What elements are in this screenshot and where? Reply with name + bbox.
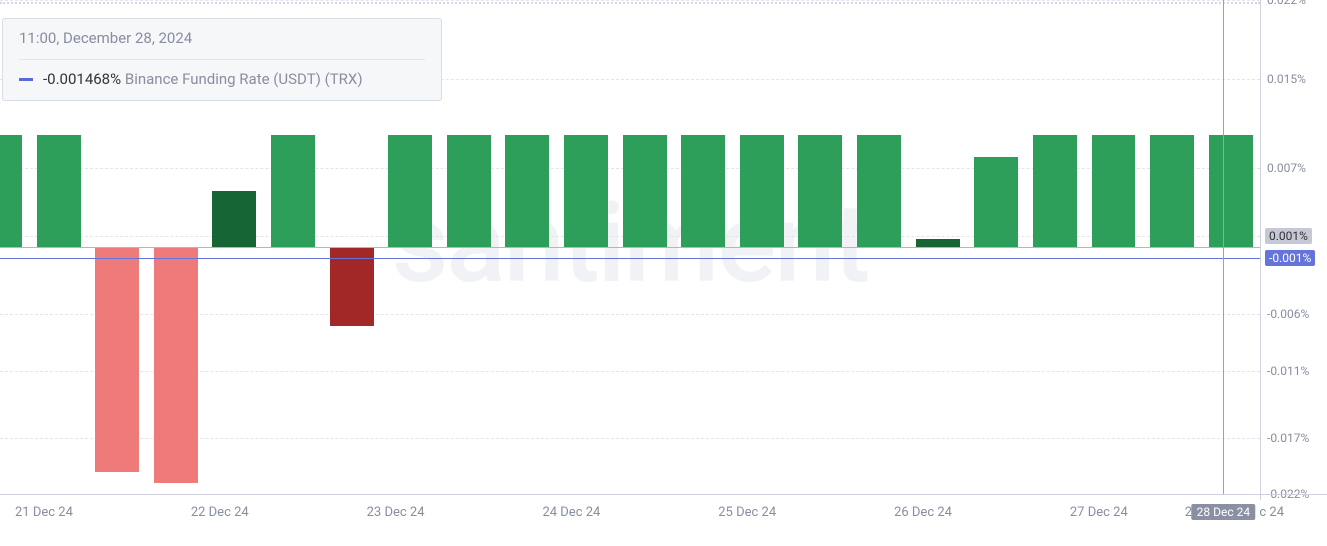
chart-bar[interactable] <box>740 135 784 247</box>
y-tick-label: -0.011% <box>1267 364 1309 378</box>
y-tick-label: -0.017% <box>1267 431 1309 445</box>
x-tick-label: 27 Dec 24 <box>1070 505 1128 520</box>
chart-bar[interactable] <box>0 135 22 247</box>
x-crosshair-badge: 28 Dec 24 <box>1192 504 1255 520</box>
chart-bar[interactable] <box>271 135 315 247</box>
chart-bar[interactable] <box>857 135 901 247</box>
current-value-line <box>0 258 1260 259</box>
tooltip-row: -0.001468% Binance Funding Rate (USDT) (… <box>19 70 425 88</box>
x-axis: 21 Dec 24 22 Dec 24 23 Dec 24 24 Dec 24 25 D… <box>0 494 1327 540</box>
tooltip-date: 11:00, December 28, 2024 <box>19 29 425 47</box>
chart-bar[interactable] <box>1092 135 1136 247</box>
y-tick-label: 0.001% <box>1265 228 1312 244</box>
zero-line <box>0 247 1260 248</box>
tooltip-divider <box>19 59 425 60</box>
y-tick-label: -0.006% <box>1267 307 1309 321</box>
chart-bar[interactable] <box>505 135 549 247</box>
x-tick-label: 26 Dec 24 <box>894 505 952 520</box>
x-tick-label: 25 Dec 24 <box>718 505 776 520</box>
tooltip-value: -0.001468% <box>43 70 121 88</box>
chart-bar[interactable] <box>916 239 960 247</box>
chart-bar[interactable] <box>681 135 725 247</box>
chart-bar[interactable] <box>564 135 608 247</box>
x-tick-label: 24 Dec 24 <box>542 505 600 520</box>
chart-bar[interactable] <box>212 191 256 247</box>
chart-bar[interactable] <box>1150 135 1194 247</box>
chart-tooltip: 11:00, December 28, 2024 -0.001468% Bina… <box>2 18 442 101</box>
y-tick-label: 0.007% <box>1267 161 1306 175</box>
y-tick-label: 0.022% <box>1267 0 1306 7</box>
chart-bar[interactable] <box>1033 135 1077 247</box>
y-axis: 0.022% 0.015% 0.007% 0.001% -0.001% -0.006% -0… <box>1260 0 1327 500</box>
chart-bar[interactable] <box>388 135 432 247</box>
chart-bar[interactable] <box>37 135 81 247</box>
crosshair-vertical <box>1223 0 1224 494</box>
chart-bar[interactable] <box>798 135 842 247</box>
chart-bar[interactable] <box>1209 135 1253 247</box>
y-tick-label: 0.015% <box>1267 72 1306 86</box>
chart-bar[interactable] <box>95 247 139 472</box>
series-color-swatch <box>19 78 33 81</box>
chart-bar[interactable] <box>154 247 198 483</box>
tooltip-series-label-text: Binance Funding Rate (USDT) (TRX) <box>125 70 363 88</box>
chart-bar[interactable] <box>447 135 491 247</box>
chart-bar[interactable] <box>974 157 1018 247</box>
chart-plot-area[interactable]: santiment 11:00, December 28, 2024 -0.00… <box>0 0 1260 500</box>
chart-bar[interactable] <box>623 135 667 247</box>
x-tick-label: 21 Dec 24 <box>15 505 73 520</box>
x-tick-label: 22 Dec 24 <box>191 505 249 520</box>
x-tick-label: 23 Dec 24 <box>367 505 425 520</box>
y-tick-label: -0.001% <box>1265 250 1315 266</box>
x-tick-label: c 24 <box>1259 505 1284 520</box>
